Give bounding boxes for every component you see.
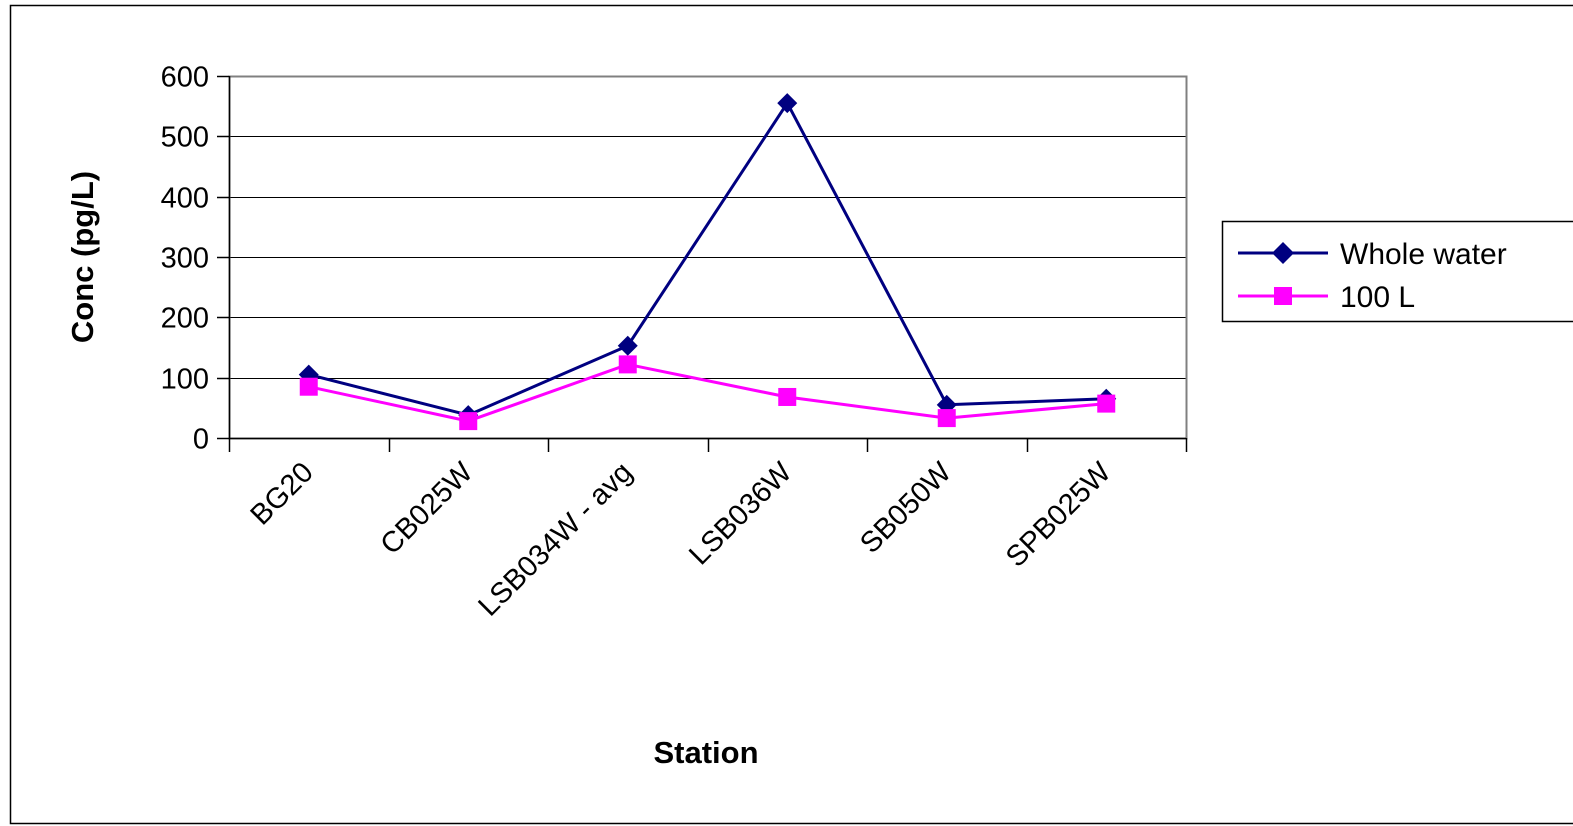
series-line-1 [308,362,1107,423]
chart-area-border [9,4,1573,825]
y-axis-ticks: 0 100 200 300 400 500 600 [161,62,229,456]
data-point-1 [618,355,637,374]
series-group [298,93,1117,431]
y-tick-label: 100 [161,364,209,396]
legend: Whole water 100 L [1221,220,1573,323]
data-point-1 [1097,394,1116,413]
series-line-0 [308,101,1107,417]
data-point-0 [777,93,798,114]
y-tick-label: 0 [193,424,209,456]
legend-marker-whole-water [1272,242,1294,264]
data-point-1 [459,412,478,431]
y-tick-label: 400 [161,183,209,215]
y-tick-label: 500 [161,122,209,154]
legend-marker-100l [1274,287,1292,305]
gridlines [229,136,1186,379]
y-tick-label: 200 [161,303,209,335]
data-point-1 [299,377,318,396]
y-axis-title: Conc (pg/L) [65,171,100,343]
data-point-1 [778,387,797,406]
axes [228,76,1186,440]
legend-label-whole-water: Whole water [1340,238,1507,271]
data-point-1 [937,409,956,428]
legend-label-100l: 100 L [1340,281,1415,314]
y-tick-label: 300 [161,243,209,275]
y-tick-label: 600 [161,62,209,94]
data-point-0 [617,335,638,356]
x-axis-title: Station [653,735,758,770]
